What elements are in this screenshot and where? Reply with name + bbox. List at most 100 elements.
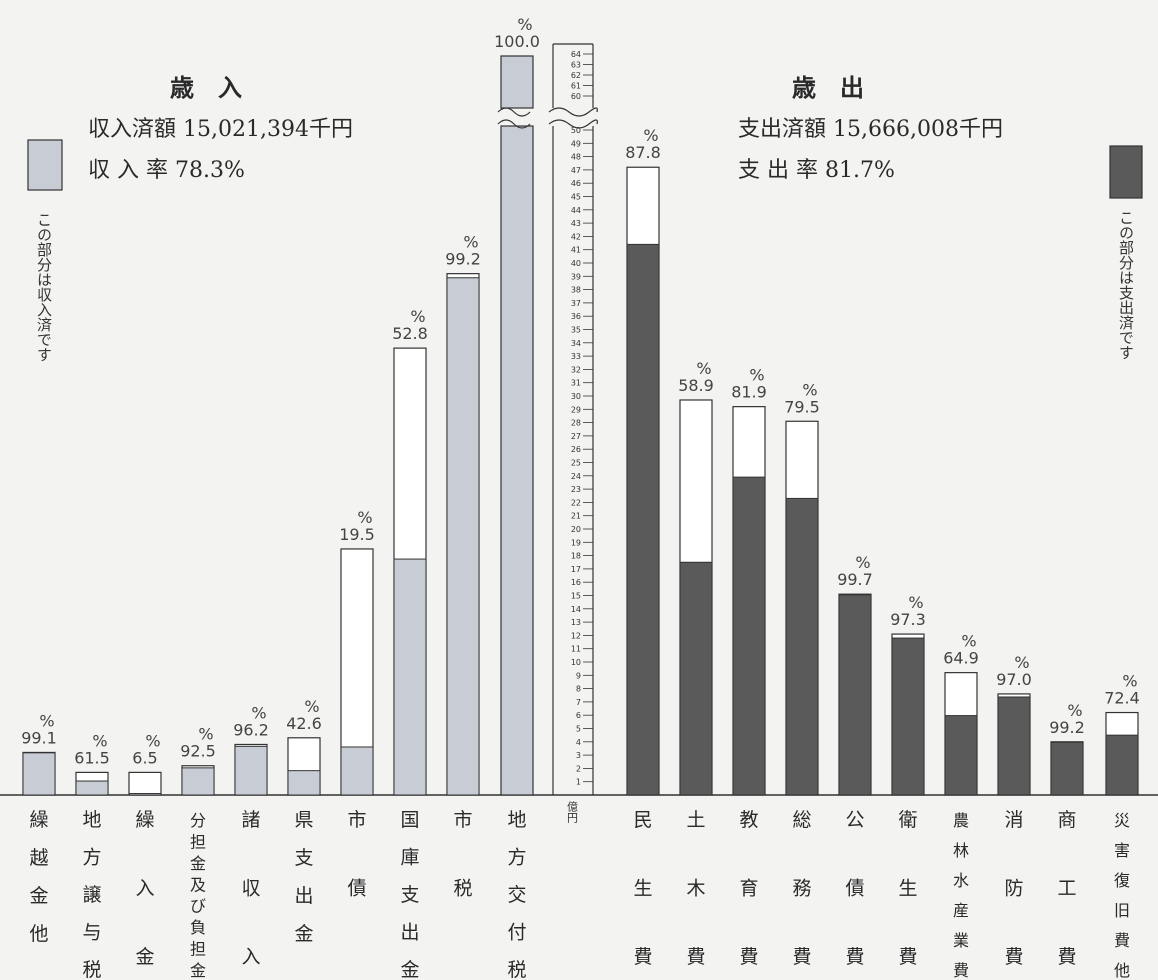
- expenditure-bar: %99.7: [837, 553, 873, 796]
- revenue-category-label: 県支出金: [294, 809, 313, 945]
- revenue-rate-symbol: %: [145, 731, 160, 750]
- expenditure-rate-symbol: %: [961, 632, 976, 651]
- scale-tick-label: 45: [571, 193, 581, 202]
- scale-tick-label: 8: [576, 685, 581, 694]
- expenditure-category-label: 災害復旧費他: [1114, 811, 1130, 980]
- expenditure-rate-symbol: %: [1122, 672, 1137, 691]
- revenue-category-label: 地方譲与税: [82, 809, 101, 980]
- scale-tick-label: 23: [571, 485, 581, 494]
- scale-tick-label: 26: [571, 445, 581, 454]
- expenditure-rate-label: 72.4: [1104, 689, 1140, 708]
- revenue-bar-actual: [500, 125, 534, 796]
- expenditure-amount: 支出済額 15,666,008千円: [738, 117, 1003, 142]
- scale-tick-label: 13: [571, 618, 581, 627]
- scale-tick-label: 2: [576, 764, 581, 773]
- revenue-bar: %100.0: [494, 15, 540, 796]
- revenue-bar: %42.6: [286, 697, 322, 796]
- revenue-rate-label: 6.5: [132, 748, 157, 767]
- revenue-rate-label: 19.5: [339, 525, 375, 544]
- revenue-category-label: 繰入金: [135, 809, 154, 968]
- expenditure-rate-label: 87.8: [625, 143, 661, 162]
- revenue-rate-symbol: %: [357, 508, 372, 527]
- expenditure-bar: %72.4: [1104, 672, 1140, 796]
- revenue-bar-actual: [287, 770, 321, 796]
- expenditure-category-label: 衛生費: [898, 809, 917, 968]
- expenditure-bar: %97.3: [890, 593, 926, 796]
- expenditure-rate: 支 出 率 81.7%: [738, 158, 895, 183]
- scale-tick-label: 32: [571, 365, 581, 374]
- revenue-bar: %19.5: [339, 508, 375, 796]
- expenditure-rate-symbol: %: [802, 380, 817, 399]
- revenue-bar: %92.5: [180, 725, 216, 796]
- revenue-bar-actual: [128, 793, 162, 796]
- scale-tick-label: 64: [571, 50, 581, 59]
- expenditure-bar: %64.9: [943, 632, 979, 796]
- scale-tick-label: 28: [571, 419, 581, 428]
- revenue-legend-swatch: [27, 139, 63, 191]
- revenue-legend-note: この部分は収入済です: [35, 212, 53, 362]
- expenditure-rate-symbol: %: [749, 366, 764, 385]
- revenue-bar: %61.5: [74, 731, 110, 796]
- scale-tick-label: 47: [571, 166, 581, 175]
- scale-tick-label: 9: [576, 671, 581, 680]
- scale-tick-label: 29: [571, 405, 581, 414]
- expenditure-bar-actual: [891, 637, 925, 796]
- scale-tick-label: 35: [571, 326, 581, 335]
- scale-tick-label: 60: [571, 92, 581, 101]
- expenditure-rate-symbol: %: [855, 553, 870, 572]
- revenue-rate-label: 99.1: [21, 728, 57, 747]
- revenue-rate-symbol: %: [304, 697, 319, 716]
- expenditure-category-label: 土木費: [686, 809, 705, 968]
- scale-tick-label: 25: [571, 459, 581, 468]
- scale-tick-label: 39: [571, 272, 581, 281]
- expenditure-bar-actual: [997, 696, 1031, 796]
- expenditure-bar: %87.8: [625, 126, 661, 796]
- scale-tick-label: 42: [571, 232, 581, 241]
- scale-tick-label: 14: [571, 605, 581, 614]
- scale-tick-label: 46: [571, 179, 581, 188]
- revenue-bar: %99.2: [445, 233, 481, 796]
- scale-break-mark: [548, 119, 598, 129]
- scale-tick-label: 41: [571, 246, 581, 255]
- expenditure-rate-label: 99.2: [1049, 718, 1085, 737]
- expenditure-bar-actual: [679, 561, 713, 796]
- revenue-bar-actual: [393, 558, 427, 796]
- expenditure-rate-label: 99.7: [837, 570, 873, 589]
- value-scale: 1234567891011121314151617181920212223242…: [548, 43, 598, 795]
- scale-unit-label: 億円: [566, 801, 579, 824]
- expenditure-category-label: 消防費: [1004, 809, 1023, 968]
- expenditure-rate-symbol: %: [1014, 653, 1029, 672]
- expenditure-category-label: 農林水産業費: [953, 811, 969, 980]
- scale-tick-label: 61: [571, 82, 581, 91]
- scale-tick-label: 62: [571, 71, 581, 80]
- revenue-bar-actual: [22, 752, 56, 796]
- revenue-bar: %99.1: [21, 711, 57, 796]
- expenditure-rate-label: 58.9: [678, 376, 714, 395]
- expenditure-heading: 歳 出: [792, 74, 864, 102]
- scale-tick-label: 18: [571, 552, 581, 561]
- scale-tick-label: 3: [576, 751, 581, 760]
- bar-break-mark: [497, 119, 531, 129]
- revenue-rate-symbol: %: [463, 233, 478, 252]
- scale-tick-label: 15: [571, 592, 581, 601]
- revenue-bar: %52.8: [392, 307, 428, 796]
- expenditure-rate-symbol: %: [1067, 701, 1082, 720]
- revenue-rate-label: 100.0: [494, 32, 540, 51]
- revenue-rate-label: 61.5: [74, 748, 110, 767]
- revenue-category-label: 市債: [347, 809, 366, 899]
- scale-tick-label: 48: [571, 153, 581, 162]
- revenue-category-label: 分担金及び負担金: [190, 811, 206, 980]
- expenditure-category-label: 民生費: [633, 809, 652, 968]
- scale-tick-label: 36: [571, 312, 581, 321]
- scale-tick-label: 37: [571, 299, 581, 308]
- revenue-heading: 歳 入: [170, 74, 242, 102]
- revenue-category-label: 市税: [453, 809, 472, 899]
- revenue-bar-actual: [75, 780, 109, 796]
- revenue-bar-actual: [181, 767, 215, 796]
- revenue-rate-symbol: %: [198, 725, 213, 744]
- scale-tick-label: 12: [571, 631, 581, 640]
- expenditure-category-label: 商工費: [1057, 809, 1076, 968]
- scale-tick-label: 7: [576, 698, 581, 707]
